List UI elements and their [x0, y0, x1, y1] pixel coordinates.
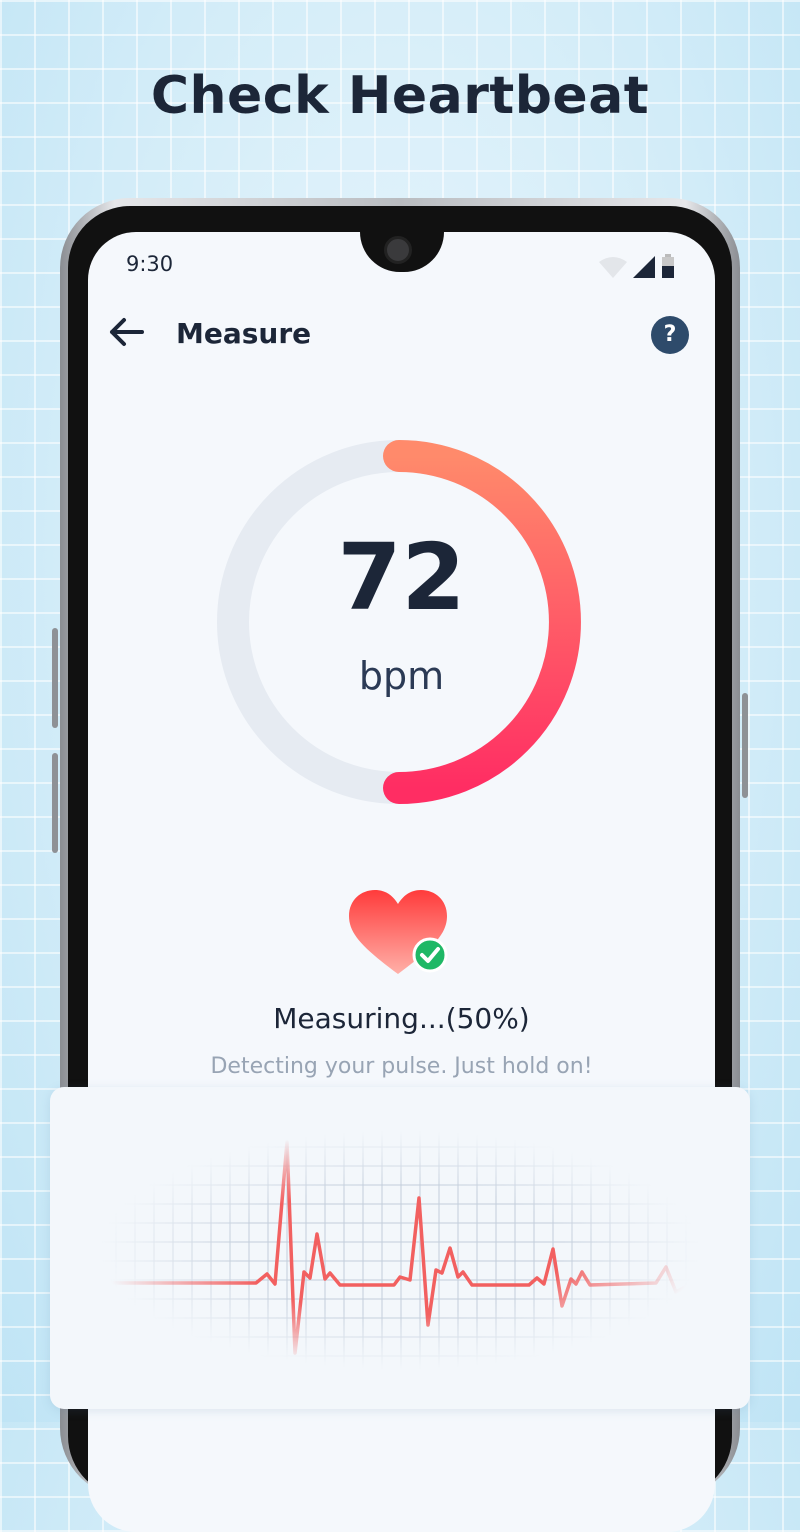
- bpm-unit: bpm: [358, 654, 445, 698]
- volume-button: [52, 628, 58, 728]
- ecg-line: [102, 1140, 691, 1355]
- measuring-status: Measuring...(50%): [273, 1002, 530, 1035]
- volume-button: [52, 753, 58, 853]
- ecg-waveform: [100, 1130, 700, 1370]
- bpm-value: 72: [337, 524, 466, 631]
- measuring-hint: Detecting your pulse. Just hold on!: [210, 1054, 593, 1079]
- top-app-bar: Measure ?: [88, 312, 715, 356]
- status-time: 9:30: [126, 252, 174, 276]
- arrow-left-icon[interactable]: [108, 316, 144, 348]
- wifi-icon: [599, 257, 627, 278]
- status-icons: [599, 254, 675, 278]
- signal-icon: [633, 256, 655, 278]
- camera-icon: [384, 236, 412, 264]
- ecg-card: [50, 1087, 750, 1409]
- page-title: Measure: [176, 317, 312, 350]
- battery-icon: [662, 254, 674, 278]
- bpm-gauge: [217, 440, 581, 804]
- help-button[interactable]: ?: [651, 316, 689, 354]
- ecg-grid: [100, 1130, 700, 1370]
- headline: Check Heartbeat: [150, 66, 650, 126]
- heart-check-icon: [349, 890, 448, 974]
- power-button: [742, 693, 748, 798]
- gauge-progress-arc: [383, 440, 581, 804]
